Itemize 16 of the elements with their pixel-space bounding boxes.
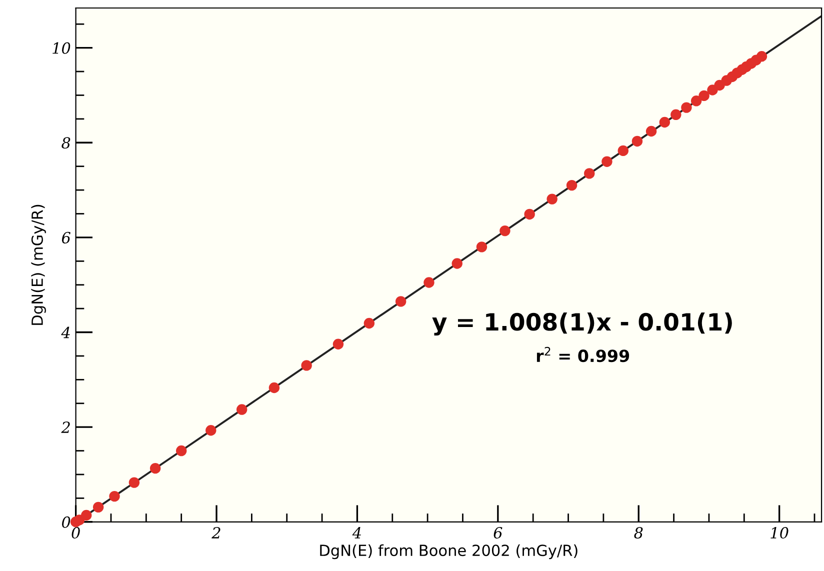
x-tick-label: 0 [72, 527, 80, 539]
x-tick-label: 8 [634, 527, 643, 539]
y-tick-label: 2 [61, 422, 70, 433]
annotation: r$^{2}$ = 0.999 [536, 346, 630, 362]
x-tick-label: 2 [212, 527, 220, 538]
x-tick-label: 6 [494, 527, 502, 539]
y-axis-title: DgN(E) (mGy/R) [31, 204, 46, 325]
y-tick-label: 4 [61, 326, 70, 338]
x-tick-label: 4 [352, 527, 361, 538]
y-tick-label: 8 [62, 137, 70, 149]
annotation: y = 1.008(1)x - 0.01(1) [432, 312, 732, 336]
y-tick-label: 6 [62, 232, 70, 244]
y-tick-label: 0 [62, 516, 70, 528]
x-axis-title: DgN(E) from Boone 2002 (mGy/R) [320, 544, 578, 560]
y-tick-label: 10 [52, 42, 70, 54]
x-tick-label: 10 [770, 527, 788, 539]
